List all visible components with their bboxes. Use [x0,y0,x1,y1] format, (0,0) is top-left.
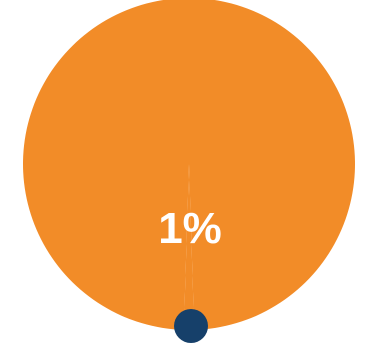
pie-slice-major [23,0,355,330]
pie-slice-minor [183,164,195,331]
pie-slices [23,0,355,343]
data-label-1-percent: 1% [158,204,222,253]
pie-slice-minor-marker [174,309,208,343]
